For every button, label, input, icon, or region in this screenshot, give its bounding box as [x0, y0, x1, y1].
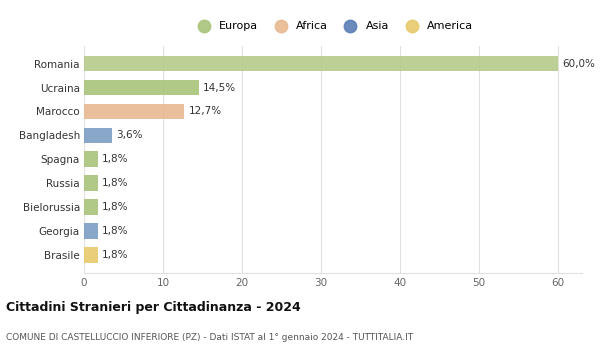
Bar: [84, 127, 112, 143]
Bar: [84, 104, 184, 119]
Bar: [84, 56, 558, 71]
Bar: [84, 152, 98, 167]
Text: 1,8%: 1,8%: [102, 154, 128, 164]
Text: Cittadini Stranieri per Cittadinanza - 2024: Cittadini Stranieri per Cittadinanza - 2…: [6, 301, 301, 315]
Text: 1,8%: 1,8%: [102, 226, 128, 236]
Bar: [84, 80, 199, 95]
Text: 1,8%: 1,8%: [102, 202, 128, 212]
Text: 3,6%: 3,6%: [116, 130, 143, 140]
Text: COMUNE DI CASTELLUCCIO INFERIORE (PZ) - Dati ISTAT al 1° gennaio 2024 - TUTTITAL: COMUNE DI CASTELLUCCIO INFERIORE (PZ) - …: [6, 332, 413, 342]
Bar: [84, 175, 98, 191]
Text: 1,8%: 1,8%: [102, 178, 128, 188]
Text: 60,0%: 60,0%: [562, 58, 595, 69]
Legend: Europa, Africa, Asia, America: Europa, Africa, Asia, America: [190, 19, 476, 34]
Bar: [84, 223, 98, 239]
Text: 1,8%: 1,8%: [102, 250, 128, 260]
Bar: [84, 247, 98, 262]
Bar: [84, 199, 98, 215]
Text: 14,5%: 14,5%: [203, 83, 236, 92]
Text: 12,7%: 12,7%: [188, 106, 221, 117]
